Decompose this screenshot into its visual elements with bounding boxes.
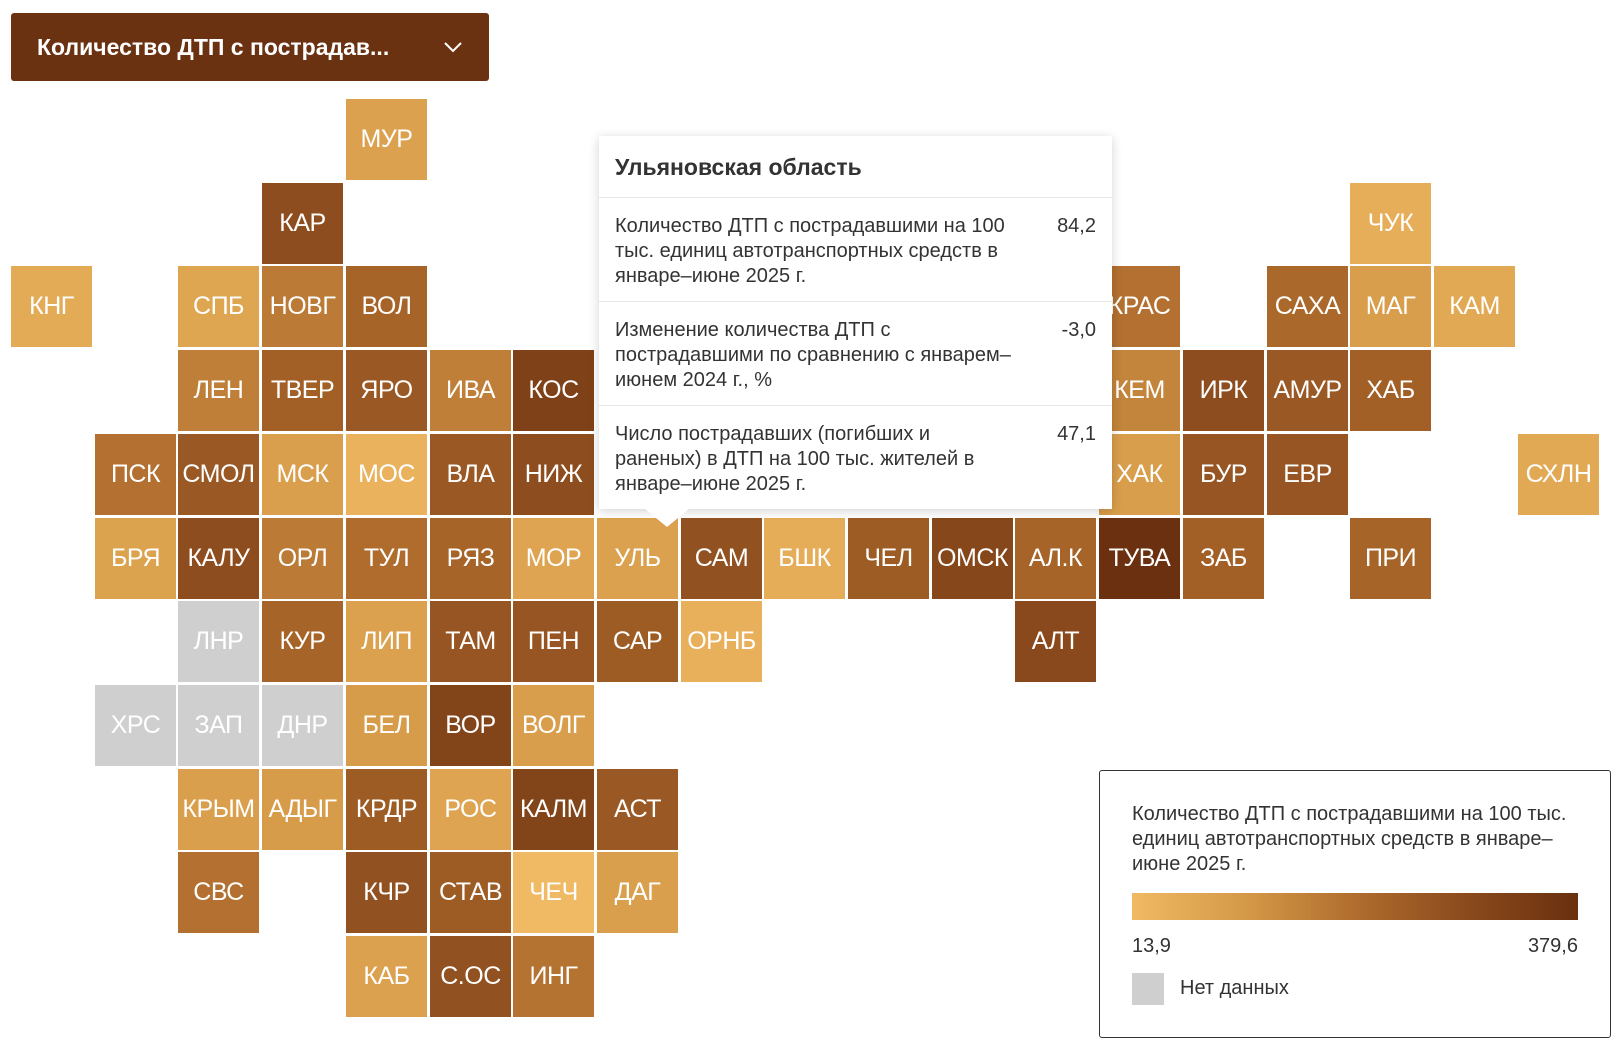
region-tile[interactable]: ПСК [95, 434, 176, 515]
tooltip-title: Ульяновская область [615, 154, 862, 180]
region-tile[interactable]: КАР [262, 183, 343, 264]
legend-no-data-label: Нет данных [1180, 977, 1289, 999]
region-tile[interactable]: КРЫМ [178, 769, 259, 850]
region-tile[interactable]: СПБ [178, 266, 259, 347]
region-tile[interactable]: КРАС [1099, 266, 1180, 347]
region-tile[interactable]: ВОР [430, 685, 511, 766]
region-tile[interactable]: ДНР [262, 685, 343, 766]
region-tile[interactable]: ИНГ [513, 936, 594, 1017]
tooltip-pointer [645, 509, 689, 527]
region-tile[interactable]: КОС [513, 350, 594, 431]
region-tile[interactable]: МОР [513, 518, 594, 599]
legend-min-label: 13,9 [1132, 935, 1171, 957]
dropdown-label: Количество ДТП с пострадав... [37, 33, 390, 60]
region-tile[interactable]: ПРИ [1350, 518, 1431, 599]
legend-color-scale [1132, 893, 1578, 920]
region-tile[interactable]: АМУР [1267, 350, 1348, 431]
chevron-down-icon [444, 42, 462, 53]
region-tile[interactable]: САМ [681, 518, 762, 599]
region-tile[interactable]: КНГ [11, 266, 92, 347]
region-tile[interactable]: ОМСК [932, 518, 1013, 599]
region-tile[interactable]: МОС [346, 434, 427, 515]
region-tile[interactable]: ЯРО [346, 350, 427, 431]
region-tile[interactable]: БЕЛ [346, 685, 427, 766]
region-tile[interactable]: КАБ [346, 936, 427, 1017]
tooltip-row-label: Количество ДТП с пострадавшими на 100 ты… [615, 215, 1005, 287]
region-tile[interactable]: ХРС [95, 685, 176, 766]
region-tile[interactable]: ВОЛ [346, 266, 427, 347]
region-tile[interactable]: ДАГ [597, 852, 678, 933]
region-tile[interactable]: СМОЛ [178, 434, 259, 515]
region-tile[interactable]: ТУВА [1099, 518, 1180, 599]
legend-title: Количество ДТП с пострадавшими на 100 ты… [1132, 803, 1567, 875]
region-tile[interactable]: КРДР [346, 769, 427, 850]
region-tile[interactable]: СТАВ [430, 852, 511, 933]
region-tile[interactable]: ЛЕН [178, 350, 259, 431]
region-tile[interactable]: МСК [262, 434, 343, 515]
region-tile[interactable]: КАЛМ [513, 769, 594, 850]
region-tile[interactable]: АЛ.К [1015, 518, 1096, 599]
region-tile[interactable]: НОВГ [262, 266, 343, 347]
region-tile[interactable]: НИЖ [513, 434, 594, 515]
region-tile[interactable]: САХА [1267, 266, 1348, 347]
region-tile[interactable]: ЧУК [1350, 183, 1431, 264]
region-tile[interactable]: КУР [262, 601, 343, 682]
region-tile[interactable]: СВС [178, 852, 259, 933]
region-tile[interactable]: ВОЛГ [513, 685, 594, 766]
region-tile[interactable]: КЧР [346, 852, 427, 933]
region-tile[interactable]: ХАК [1099, 434, 1180, 515]
region-tile[interactable]: АДЫГ [262, 769, 343, 850]
region-tile[interactable]: ЗАБ [1183, 518, 1264, 599]
legend-max-label: 379,6 [1527, 935, 1578, 957]
region-tile[interactable]: КЕМ [1099, 350, 1180, 431]
region-tile[interactable]: МАГ [1350, 266, 1431, 347]
region-tile[interactable]: ИРК [1183, 350, 1264, 431]
tooltip-row-label: Число пострадавших (погибших и раненых) … [615, 423, 975, 495]
region-tile[interactable]: ЛНР [178, 601, 259, 682]
region-tile[interactable]: БШК [764, 518, 845, 599]
legend-no-data-swatch [1132, 973, 1164, 1005]
region-tile[interactable]: ЛИП [346, 601, 427, 682]
region-tile[interactable]: СХЛН [1518, 434, 1599, 515]
region-tile[interactable]: ЗАП [178, 685, 259, 766]
tooltip-row-value: 84,2 [1057, 215, 1096, 237]
region-tile[interactable]: С.ОС [430, 936, 511, 1017]
region-tile[interactable]: ИВА [430, 350, 511, 431]
region-tile[interactable]: УЛЬ [596, 517, 679, 600]
tooltip-row: Изменение количества ДТП с пострадавшими… [599, 301, 1112, 405]
indicator-dropdown[interactable]: Количество ДТП с пострадав... [11, 13, 489, 81]
region-tile[interactable]: РЯЗ [430, 518, 511, 599]
region-tile[interactable]: БУР [1183, 434, 1264, 515]
region-tile[interactable]: МУР [346, 99, 427, 180]
region-tile[interactable]: ЕВР [1267, 434, 1348, 515]
region-tile[interactable]: ХАБ [1350, 350, 1431, 431]
region-tile[interactable]: КАМ [1434, 266, 1515, 347]
region-tile[interactable]: ЧЕЛ [848, 518, 929, 599]
legend: Количество ДТП с пострадавшими на 100 ты… [1099, 770, 1611, 1038]
region-tile[interactable]: КАЛУ [178, 518, 259, 599]
tooltip-row: Количество ДТП с пострадавшими на 100 ты… [599, 197, 1112, 301]
region-tile[interactable]: САР [597, 601, 678, 682]
region-tile[interactable]: ОРЛ [262, 518, 343, 599]
region-tile[interactable]: ЧЕЧ [513, 852, 594, 933]
tooltip-row: Число пострадавших (погибших и раненых) … [599, 405, 1112, 509]
region-tile[interactable]: БРЯ [95, 518, 176, 599]
region-tile[interactable]: ТВЕР [262, 350, 343, 431]
tooltip-row-label: Изменение количества ДТП с пострадавшими… [615, 319, 1011, 391]
region-tile[interactable]: ОРНБ [681, 601, 762, 682]
tooltip-row-value: -3,0 [1061, 319, 1096, 341]
region-tile[interactable]: АСТ [597, 769, 678, 850]
tooltip-row-value: 47,1 [1057, 423, 1096, 445]
region-tile[interactable]: ТУЛ [346, 518, 427, 599]
region-tile[interactable]: АЛТ [1015, 601, 1096, 682]
region-tile[interactable]: ВЛА [430, 434, 511, 515]
region-tile[interactable]: ТАМ [430, 601, 511, 682]
region-tooltip: Ульяновская область Количество ДТП с пос… [599, 136, 1112, 527]
region-tile[interactable]: РОС [430, 769, 511, 850]
region-tile[interactable]: ПЕН [513, 601, 594, 682]
